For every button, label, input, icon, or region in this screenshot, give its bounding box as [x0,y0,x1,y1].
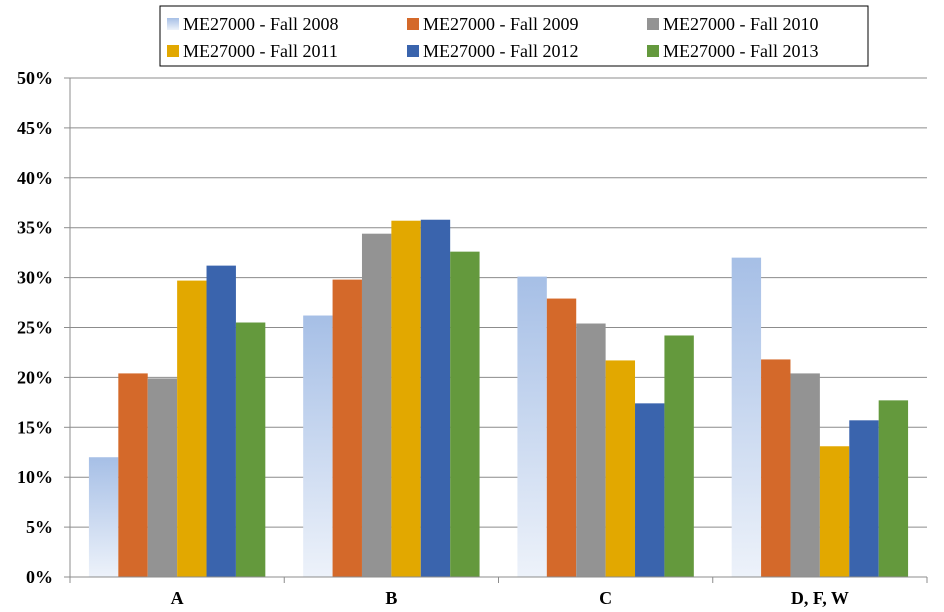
legend-swatch [167,18,179,30]
legend-swatch [167,45,179,57]
x-axis-categories: A B C D, F, W [171,588,849,608]
legend-swatch [647,18,659,30]
x-axis [69,576,928,583]
bar-b-5 [450,251,480,578]
legend-label: ME27000 - Fall 2013 [663,41,819,61]
bar-c-5 [664,335,694,577]
category-label: B [385,588,397,608]
bar-b-0 [303,315,333,577]
legend-swatch [407,18,419,30]
bar-a-3 [177,280,207,577]
bar-a-5 [235,322,266,577]
y-tick-label: 20% [17,367,53,387]
bar-b-1 [332,279,362,577]
bar-b-4 [420,219,451,577]
y-tick-label: 50% [17,68,53,88]
legend-swatch [407,45,419,57]
y-tick-label: 0% [26,567,53,587]
bars [88,219,909,578]
category-label: D, F, W [791,588,849,608]
bar-dfw-2 [790,373,820,577]
bar-a-4 [206,265,236,577]
bar-c-3 [605,360,636,577]
bar-c-4 [635,403,665,577]
category-label: C [599,588,612,608]
bar-dfw-5 [878,400,909,577]
legend-label: ME27000 - Fall 2012 [423,41,579,61]
category-label: A [171,588,184,608]
y-tick-label: 5% [26,517,53,537]
bar-a-1 [118,373,148,577]
legend-label: ME27000 - Fall 2009 [423,14,579,34]
bar-c-2 [576,323,606,577]
bar-dfw-3 [819,446,850,577]
bar-b-3 [391,220,421,578]
bar-c-0 [517,276,547,577]
bar-dfw-1 [761,359,791,577]
legend-label: ME27000 - Fall 2011 [183,41,338,61]
bar-a-2 [147,378,178,577]
y-tick-label: 25% [17,318,53,338]
y-tick-label: 15% [17,417,53,437]
y-tick-label: 40% [17,168,53,188]
bar-b-2 [361,233,392,578]
bar-dfw-0 [731,257,762,577]
legend: ME27000 - Fall 2008 ME27000 - Fall 2009 ME… [159,5,869,67]
bar-a-0 [88,457,119,577]
bar-dfw-4 [849,420,879,577]
y-tick-label: 35% [17,218,53,238]
y-tick-label: 10% [17,467,53,487]
y-tick-label: 45% [17,118,53,138]
bar-c-1 [546,298,577,577]
y-tick-label: 30% [17,268,53,288]
y-axis-ticks: 0% 5% 10% 15% 20% 25% 30% 35% 40% 45% 50% [17,68,53,587]
legend-label: ME27000 - Fall 2008 [183,14,339,34]
legend-label: ME27000 - Fall 2010 [663,14,819,34]
legend-swatch [647,45,659,57]
legend-box [159,5,869,67]
